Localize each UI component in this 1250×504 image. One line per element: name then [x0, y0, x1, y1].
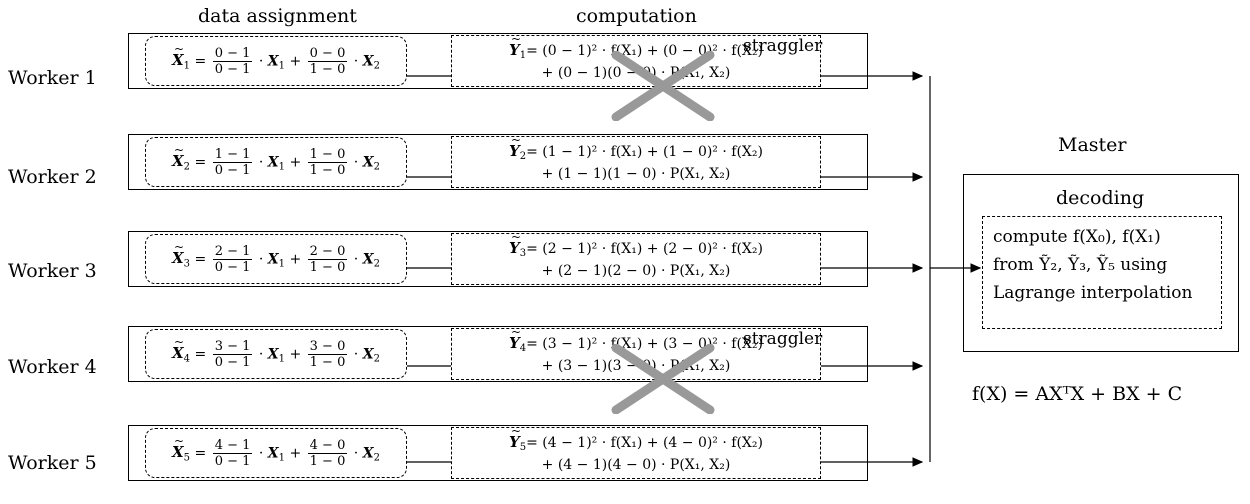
worker-row: [128, 231, 868, 287]
decoding-line-1: compute f(X₀), f(X₁): [993, 227, 1161, 247]
computation-line-1: ~ Y5= (4 − 1)² · f(X₁) + (4 − 0)² · f(X₂): [509, 424, 763, 453]
computation-line-1: ~ Y2= (1 − 1)² · f(X₁) + (1 − 0)² · f(X₂): [509, 133, 763, 162]
straggler-cross-icon: [611, 51, 715, 121]
worker-row: [128, 33, 868, 89]
decoding-label: decoding: [1056, 187, 1145, 209]
computation-line-2: + (2 − 1)(2 − 0) · P(X₁, X₂): [541, 263, 731, 279]
x-tilde-symbol: ~ X: [172, 143, 185, 170]
x-tilde-symbol: ~ X: [172, 240, 185, 267]
x-tilde-symbol: ~ X: [172, 42, 185, 69]
computation-line-2: + (4 − 1)(4 − 0) · P(X₁, X₂): [541, 457, 731, 473]
worker-row: [128, 425, 868, 481]
master-box: decoding: [963, 174, 1239, 352]
worker-label: Worker 5: [8, 452, 97, 474]
computation-box: ~ Y3= (2 − 1)² · f(X₁) + (2 − 0)² · f(X₂)…: [451, 230, 821, 285]
straggler-cross-icon: [611, 344, 715, 414]
computation-line-1: ~ Y3= (2 − 1)² · f(X₁) + (2 − 0)² · f(X₂): [509, 230, 763, 259]
computation-line-2: + (1 − 1)(1 − 0) · P(X₁, X₂): [541, 166, 731, 182]
decoding-line-3: Lagrange interpolation: [993, 283, 1193, 303]
worker-row: [128, 134, 868, 190]
decoding-line-2: from Ỹ₂, Ỹ₃, Ỹ₅ using: [993, 255, 1168, 275]
decoding-box: compute f(X₀), f(X₁) from Ỹ₂, Ỹ₃, Ỹ₅ usi…: [982, 216, 1222, 329]
x-tilde-symbol: ~ X: [172, 335, 185, 362]
worker-label: Worker 2: [8, 166, 97, 188]
worker-label: Worker 4: [8, 356, 97, 378]
straggler-label: straggler: [743, 329, 823, 349]
worker-label: Worker 1: [8, 67, 97, 89]
worker-label: Worker 3: [8, 260, 97, 282]
master-label: Master: [1058, 134, 1127, 156]
data-assignment-header: data assignment: [198, 5, 357, 27]
straggler-label: straggler: [743, 36, 823, 56]
computation-box: ~ Y5= (4 − 1)² · f(X₁) + (4 − 0)² · f(X₂)…: [451, 424, 821, 479]
computation-header: computation: [576, 5, 697, 27]
x-tilde-symbol: ~ X: [172, 434, 185, 461]
function-formula: f(X) = AXᵀX + BX + C: [972, 383, 1183, 405]
worker-row: [128, 326, 868, 382]
computation-box: ~ Y2= (1 − 1)² · f(X₁) + (1 − 0)² · f(X₂)…: [451, 133, 821, 188]
